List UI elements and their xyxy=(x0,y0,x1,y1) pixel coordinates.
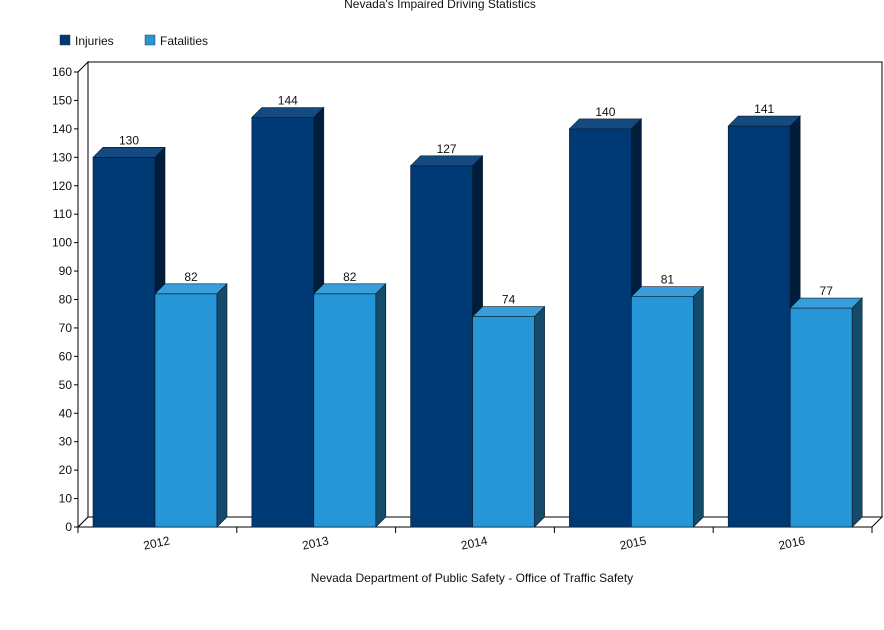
bar-side xyxy=(693,285,704,528)
bar-front xyxy=(727,125,791,528)
bar-side xyxy=(375,283,387,528)
data-label: 130 xyxy=(119,133,139,147)
y-tick-label: 160 xyxy=(52,65,72,79)
y-tick-label: 70 xyxy=(59,321,73,335)
bar-front xyxy=(631,296,694,528)
y-axis: 0 10 20 30 40 50 60 70 80 90 100 110 120 130 140 150 160 xyxy=(52,65,78,534)
bar-fatalities-2014: 74 xyxy=(471,293,546,528)
x-tick-label: 2012 xyxy=(142,533,171,552)
data-label: 127 xyxy=(437,142,457,156)
bar-front xyxy=(251,117,315,528)
data-label: 74 xyxy=(502,293,516,307)
bar-side xyxy=(534,305,545,528)
y-tick-label: 150 xyxy=(52,93,72,107)
bar-front xyxy=(472,316,535,528)
bar-front xyxy=(569,128,632,528)
bar-injuries-2014: 127 xyxy=(409,142,484,528)
x-tick-label: 2016 xyxy=(777,533,806,552)
bar-front xyxy=(313,293,377,528)
data-label: 82 xyxy=(184,270,198,284)
bar-top xyxy=(630,286,705,297)
y-tick-label: 110 xyxy=(53,207,72,221)
bar-front xyxy=(789,307,853,528)
data-label: 141 xyxy=(754,102,774,116)
data-label: 144 xyxy=(278,94,298,108)
bar-top xyxy=(409,155,484,167)
bar-injuries-2015: 140 xyxy=(568,105,643,528)
data-label: 77 xyxy=(820,284,834,298)
x-tick-label: 2014 xyxy=(460,533,489,552)
y-tick-label: 140 xyxy=(52,122,72,136)
bar-fatalities-2012: 82 xyxy=(154,270,228,528)
data-label: 140 xyxy=(595,105,615,119)
chart-title: Nevada's Impaired Driving Statistics xyxy=(344,0,536,11)
bar-top xyxy=(471,306,546,317)
bar-top xyxy=(251,107,325,118)
bar-front xyxy=(92,157,156,528)
legend-swatch-fatalities xyxy=(144,34,156,46)
y-tick-label: 50 xyxy=(59,378,73,392)
legend-swatch-injuries xyxy=(59,34,71,46)
bar-side xyxy=(851,297,863,528)
bar-injuries-2012: 130 xyxy=(92,133,166,528)
y-tick-label: 40 xyxy=(59,406,73,420)
x-tick-label: 2015 xyxy=(618,533,647,552)
left-wall xyxy=(77,60,89,529)
data-label: 82 xyxy=(343,270,357,284)
y-tick-label: 30 xyxy=(59,435,73,449)
legend: Injuries Fatalities xyxy=(59,34,208,48)
bars: 130 82 144 82 127 74 140 81 141 77 xyxy=(92,94,863,528)
y-tick-label: 120 xyxy=(52,179,72,193)
bar-top xyxy=(92,147,166,158)
bar-front xyxy=(154,293,218,528)
legend-label-injuries: Injuries xyxy=(75,34,114,48)
y-tick-label: 10 xyxy=(59,492,73,506)
bar-top xyxy=(568,118,643,130)
legend-label-fatalities: Fatalities xyxy=(160,34,208,48)
bar-fatalities-2015: 81 xyxy=(630,273,705,528)
y-tick-label: 100 xyxy=(52,236,72,250)
bar-top xyxy=(154,283,228,295)
bar-side xyxy=(216,283,228,528)
x-tick-label: 2013 xyxy=(301,533,330,552)
y-tick-label: 80 xyxy=(59,293,73,307)
y-tick-label: 0 xyxy=(65,520,72,534)
bar-fatalities-2013: 82 xyxy=(313,270,387,528)
y-tick-label: 20 xyxy=(59,463,73,477)
bar-injuries-2013: 144 xyxy=(251,94,325,528)
bar-top xyxy=(313,283,387,295)
bar-front xyxy=(410,165,473,528)
data-label: 81 xyxy=(661,273,675,287)
bar-fatalities-2016: 77 xyxy=(789,284,863,528)
y-tick-label: 90 xyxy=(59,264,73,278)
y-tick-label: 130 xyxy=(52,150,72,164)
x-axis-label: Nevada Department of Public Safety - Off… xyxy=(311,571,633,585)
bar-top xyxy=(727,115,801,127)
x-axis: 2012 2013 2014 2015 2016 xyxy=(77,527,873,553)
bar-injuries-2016: 141 xyxy=(727,102,801,528)
bar-top xyxy=(789,297,863,309)
y-tick-label: 60 xyxy=(59,349,73,363)
